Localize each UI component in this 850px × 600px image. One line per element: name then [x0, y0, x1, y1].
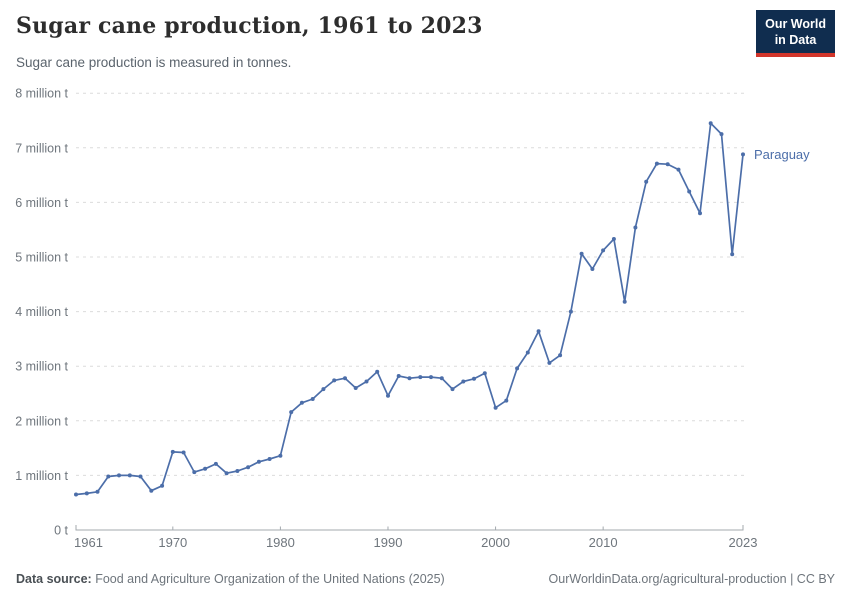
data-point [170, 449, 175, 454]
owid-logo[interactable]: Our World in Data [756, 10, 835, 57]
data-point [482, 371, 487, 376]
data-point [654, 161, 659, 166]
x-tick-label: 1961 [74, 535, 103, 550]
data-point [396, 374, 401, 378]
data-point [353, 386, 358, 390]
y-tick-label: 1 million t [15, 469, 68, 483]
x-tick-label: 2000 [481, 535, 510, 550]
y-tick-label: 8 million t [15, 87, 68, 101]
data-point [558, 353, 563, 358]
data-point [117, 473, 121, 478]
data-point [601, 248, 606, 253]
data-point [472, 376, 476, 381]
y-tick-label: 0 t [54, 524, 68, 538]
x-axis-line [75, 525, 744, 531]
data-point [256, 459, 261, 464]
data-point [547, 360, 552, 365]
data-source: Data source: Food and Agriculture Organi… [16, 572, 445, 586]
data-point [149, 488, 154, 493]
data-point [321, 387, 326, 392]
data-point [579, 251, 584, 256]
data-point [310, 397, 315, 401]
y-tick-label: 6 million t [15, 196, 68, 210]
data-point [160, 483, 165, 488]
chart-subtitle: Sugar cane production is measured in ton… [16, 55, 292, 70]
data-point [708, 121, 713, 126]
x-tick-label: 2010 [589, 535, 618, 550]
data-point [278, 453, 283, 458]
data-point [246, 465, 251, 470]
data-point [698, 211, 702, 216]
data-point [741, 152, 745, 157]
data-point [450, 387, 455, 392]
data-point [213, 461, 218, 466]
data-point [687, 189, 692, 194]
data-point [299, 400, 304, 405]
data-point [203, 466, 208, 471]
data-point [106, 474, 111, 479]
y-tick-label: 7 million t [15, 141, 68, 155]
data-point [461, 379, 466, 384]
data-source-label: Data source: [16, 572, 92, 586]
data-point [504, 398, 509, 403]
data-point [719, 132, 724, 137]
y-tick-label: 3 million t [15, 360, 68, 374]
y-tick-label: 2 million t [15, 414, 68, 428]
data-point [493, 405, 498, 410]
data-point [568, 309, 573, 314]
x-tick-label: 2023 [729, 535, 758, 550]
data-point [622, 299, 627, 304]
data-point [235, 469, 240, 473]
data-point [138, 474, 143, 479]
data-point [633, 225, 638, 230]
data-point [332, 378, 337, 383]
page-title: Sugar cane production, 1961 to 2023 [16, 13, 483, 39]
data-point [224, 471, 229, 476]
data-source-text: Food and Agriculture Organization of the… [91, 572, 445, 586]
data-point [95, 489, 100, 494]
x-tick-label: 1970 [158, 535, 187, 550]
data-point [590, 267, 595, 271]
data-point [665, 162, 670, 167]
data-point [439, 376, 444, 381]
y-tick-label: 4 million t [15, 305, 68, 319]
data-point [429, 375, 433, 380]
data-point [525, 350, 530, 355]
data-point [289, 410, 294, 415]
data-point [364, 379, 369, 384]
data-point [407, 376, 412, 381]
data-point [611, 237, 616, 241]
data-point [730, 252, 735, 257]
entity-label: Paraguay [754, 147, 810, 162]
data-point [418, 375, 423, 380]
line-chart[interactable]: 0 t 1 million t 2 million t 3 million t 4 mi… [0, 80, 850, 555]
data-point [515, 366, 520, 371]
data-point [192, 470, 197, 475]
data-point [343, 376, 347, 381]
data-point [676, 167, 681, 172]
data-point [127, 473, 132, 478]
data-point [74, 492, 78, 497]
owid-logo-line2: in Data [774, 33, 817, 48]
data-point [644, 179, 649, 184]
y-tick-label: 5 million t [15, 251, 68, 265]
chart-footer: Data source: Food and Agriculture Organi… [0, 568, 850, 594]
owid-logo-line1: Our World [765, 17, 826, 31]
data-point [84, 491, 89, 496]
data-point [536, 329, 541, 334]
data-point [267, 457, 272, 461]
x-tick-label: 1980 [266, 535, 295, 550]
data-point [375, 369, 380, 374]
data-point [181, 450, 186, 455]
license-link[interactable]: OurWorldinData.org/agricultural-producti… [548, 572, 835, 586]
data-line [75, 122, 744, 496]
data-point [386, 393, 390, 398]
x-tick-label: 1990 [374, 535, 403, 550]
